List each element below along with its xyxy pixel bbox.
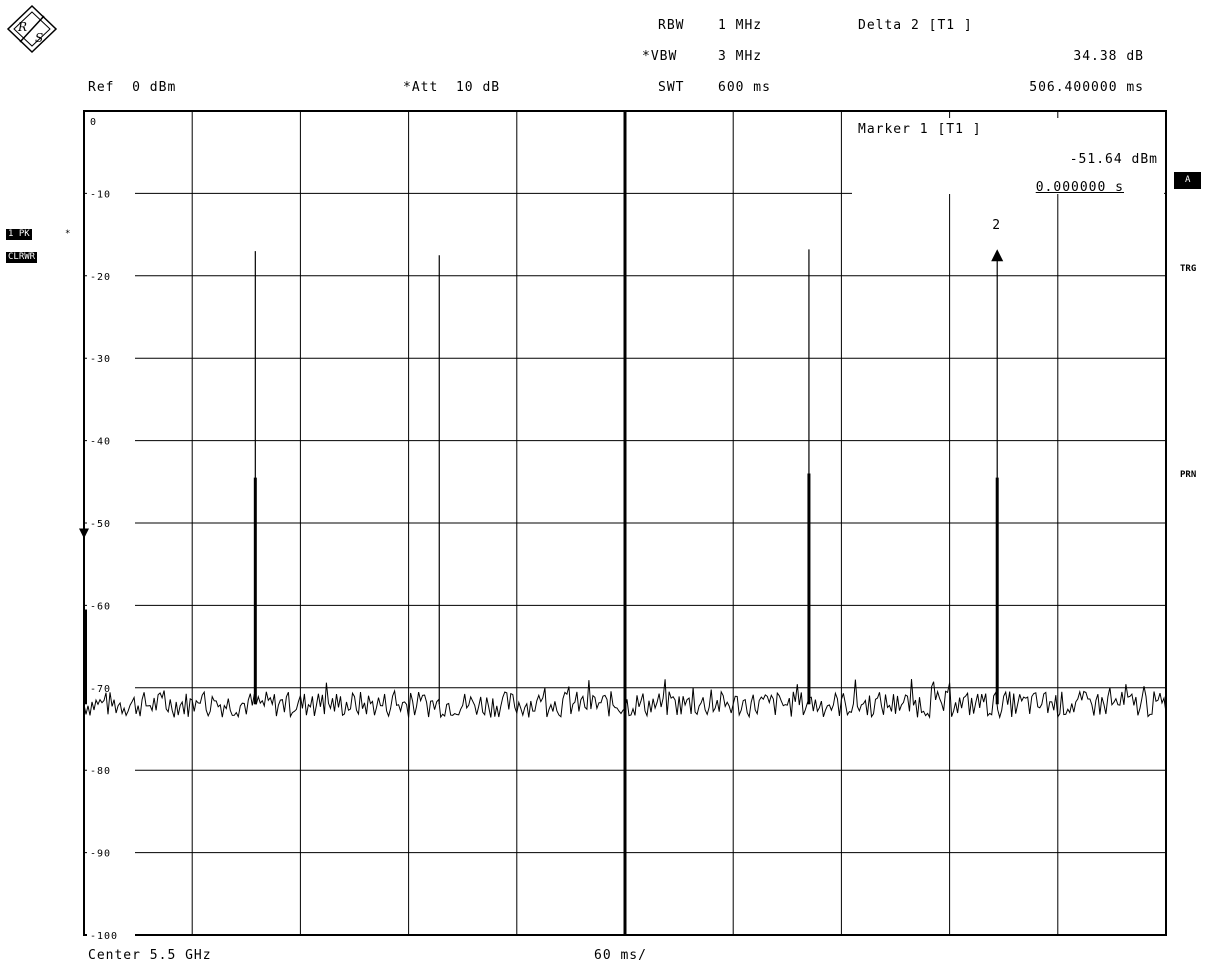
y-tick-label-bg	[87, 114, 135, 127]
delta-marker-time: 506.400000 ms	[1029, 80, 1144, 95]
delta-marker-level: 34.38 dB	[1073, 49, 1144, 64]
marker-1-icon	[79, 528, 89, 539]
svg-text:R: R	[17, 20, 27, 34]
rbw-label: RBW	[658, 18, 685, 33]
noise-trace	[83, 679, 1167, 720]
y-tick-label: -50	[90, 519, 111, 530]
y-tick-label-bg	[87, 928, 135, 941]
y-tick-label: -40	[90, 437, 111, 448]
side-label-prn: PRN	[1180, 470, 1197, 480]
vbw-label: *VBW	[642, 49, 678, 64]
y-tick-label-bg	[87, 516, 135, 529]
y-tick-label-bg	[87, 845, 135, 859]
y-tick-label: -10	[90, 189, 111, 200]
marker-info-box: Marker 1 [T1 ] -51.64 dBm 0.000000 s	[852, 118, 1164, 195]
rbw-value: 1 MHz	[718, 18, 763, 33]
attenuation: *Att 10 dB	[403, 80, 501, 95]
y-tick-label: -30	[90, 354, 111, 365]
y-tick-label: -90	[90, 849, 111, 860]
y-tick-label: -100	[90, 931, 118, 942]
swt-label: SWT	[658, 80, 685, 95]
y-tick-label: -60	[90, 601, 111, 612]
marker-info-level: -51.64 dBm	[1069, 152, 1158, 167]
y-tick-label: -20	[90, 272, 111, 283]
y-tick-label-bg	[87, 763, 135, 777]
marker-2-label: 2	[992, 218, 1000, 233]
y-tick-label-bg	[87, 433, 135, 447]
delta-marker-title: Delta 2 [T1 ]	[858, 18, 973, 33]
side-label-a: A	[1174, 172, 1202, 189]
y-tick-label-bg	[87, 186, 135, 200]
trace-mode-tag: CLRWR	[6, 252, 38, 263]
marker-2-icon	[991, 249, 1004, 262]
y-tick-label: 0	[90, 117, 97, 128]
marker-info-title: Marker 1 [T1 ]	[858, 122, 982, 137]
rohde-schwarz-logo: R S	[6, 4, 58, 54]
center-frequency: Center 5.5 GHz	[88, 948, 212, 963]
vbw-value: 3 MHz	[718, 49, 763, 64]
trace-star: *	[65, 229, 71, 239]
marker-info-time: 0.000000 s	[1035, 180, 1124, 195]
side-label-trg: TRG	[1180, 264, 1197, 274]
y-tick-label: -70	[90, 684, 111, 695]
y-tick-label-bg	[87, 598, 135, 612]
y-tick-label-bg	[87, 268, 135, 282]
sweep-span: 60 ms/	[594, 948, 647, 963]
trace-detector-tag: 1 PK	[6, 229, 32, 240]
y-tick-label: -80	[90, 766, 111, 777]
y-tick-label-bg	[87, 680, 135, 694]
reference-level: Ref 0 dBm	[88, 80, 177, 95]
svg-text:S: S	[35, 31, 43, 45]
y-tick-label-bg	[87, 351, 135, 365]
swt-value: 600 ms	[718, 80, 771, 95]
